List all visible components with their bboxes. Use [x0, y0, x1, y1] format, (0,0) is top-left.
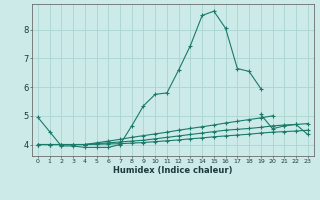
- X-axis label: Humidex (Indice chaleur): Humidex (Indice chaleur): [113, 166, 233, 175]
